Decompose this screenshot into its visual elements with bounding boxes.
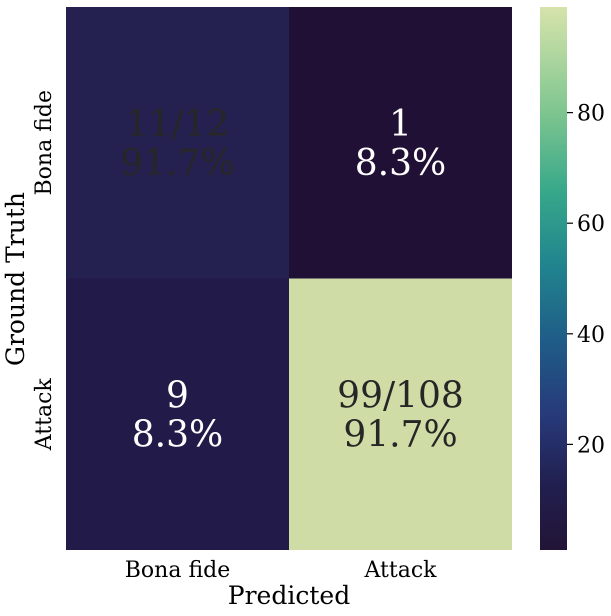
heatmap-cell-1-1 [289,278,512,550]
heatmap-annotation-0-0: 11/12 91.7% [120,104,234,184]
annotation-percent: 91.7% [343,414,457,455]
heatmap-annotations: 11/12 91.7%1 8.3%9 8.3%99/108 91.7% [120,104,464,456]
annotation-count: 1 [389,104,412,145]
annotation-percent: 8.3% [132,414,223,455]
annotation-percent: 8.3% [355,143,446,184]
colorbar-ticks: 20 40 60 80 [567,102,605,458]
colorbar [540,7,567,550]
colorbar-tick-label: 40 [577,323,605,348]
heatmap-annotation-1-1: 99/108 91.7% [337,375,464,455]
annotation-count: 11/12 [126,104,230,145]
heatmap-cell-0-1 [289,7,512,279]
heatmap-cell-1-0 [66,278,289,550]
y-axis-label: Ground Truth [1,192,30,366]
y-tick-label: Attack [32,378,57,452]
x-axis-label: Predicted [228,581,350,610]
y-tick-label: Bona fide [32,90,57,195]
x-tick-label: Attack [364,558,438,583]
annotation-count: 9 [166,375,189,416]
x-tick-labels: Bona fide Attack [125,558,437,583]
heatmap-cell-0-0 [66,7,289,279]
heatmap-annotation-1-0: 9 8.3% [132,375,223,455]
annotation-count: 99/108 [337,375,464,416]
x-tick-label: Bona fide [125,558,230,583]
colorbar-tick-label: 20 [577,433,605,458]
colorbar-tick-label: 80 [577,102,605,127]
colorbar-tick-label: 60 [577,212,605,237]
heatmap-annotation-0-1: 1 8.3% [355,104,446,184]
annotation-percent: 91.7% [120,143,234,184]
y-tick-labels: Bona fide Attack [32,90,57,451]
heatmap-cells [66,7,512,550]
